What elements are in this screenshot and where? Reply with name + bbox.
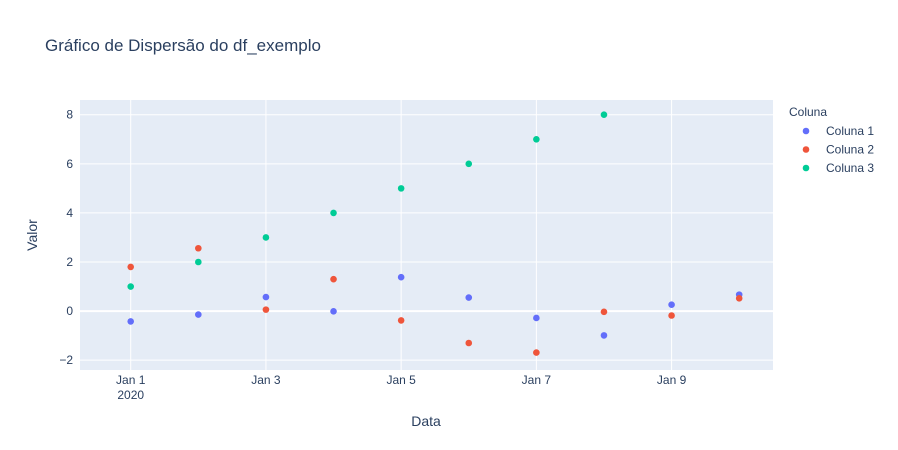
y-tick-label: 0 [66, 304, 73, 318]
data-point [600, 111, 608, 119]
y-tick-label: 4 [66, 206, 73, 220]
data-point [735, 295, 743, 302]
data-point [533, 314, 540, 322]
data-point [397, 185, 405, 192]
data-point [533, 349, 540, 356]
x-tick-sublabel: 2020 [117, 388, 144, 402]
data-point [465, 339, 473, 347]
data-point [127, 318, 135, 325]
grid-lines [80, 100, 773, 370]
x-tick-label: Jan 7 [522, 373, 552, 387]
data-point [465, 160, 473, 168]
legend-label: Coluna 1 [826, 124, 874, 138]
data-point [195, 258, 202, 266]
data-point [262, 234, 270, 241]
data-point [600, 308, 608, 316]
data-point [668, 301, 675, 309]
data-point [397, 273, 405, 281]
data-point [533, 135, 540, 143]
data-point [330, 275, 337, 283]
data-point [330, 209, 337, 217]
legend-label: Coluna 2 [826, 143, 874, 157]
data-point [195, 311, 202, 318]
x-tick-label: Jan 5 [386, 373, 416, 387]
y-tick-label: 8 [66, 108, 73, 122]
legend: Coluna Coluna 1 Coluna 2 Coluna 3 [789, 105, 874, 175]
y-tick-label: 6 [66, 157, 73, 171]
legend-label: Coluna 3 [826, 161, 874, 175]
x-axis-title: Data [411, 413, 441, 429]
legend-title: Coluna [789, 105, 827, 119]
legend-marker [802, 164, 810, 172]
chart-title: Gráfico de Dispersão do df_exemplo [45, 36, 321, 55]
plot-area [80, 100, 773, 370]
data-point [668, 312, 675, 319]
x-tick-label: Jan 9 [657, 373, 687, 387]
y-axis-title: Valor [24, 219, 40, 251]
x-tick-label: Jan 3 [251, 373, 281, 387]
x-tick-label: Jan 1 [116, 373, 146, 387]
data-point [465, 294, 473, 301]
y-tick-label: −2 [59, 353, 73, 367]
data-points [127, 111, 743, 356]
data-point [262, 306, 270, 313]
data-point [600, 332, 608, 339]
data-point [330, 308, 337, 315]
legend-marker [802, 146, 810, 153]
data-point [262, 293, 270, 301]
data-point [397, 317, 405, 324]
data-point [127, 283, 135, 290]
data-point [195, 244, 202, 252]
y-tick-label: 2 [66, 255, 73, 269]
data-point [127, 263, 135, 271]
legend-marker [802, 127, 810, 135]
y-axis-ticks: −2 0 2 4 6 8 [59, 108, 73, 367]
